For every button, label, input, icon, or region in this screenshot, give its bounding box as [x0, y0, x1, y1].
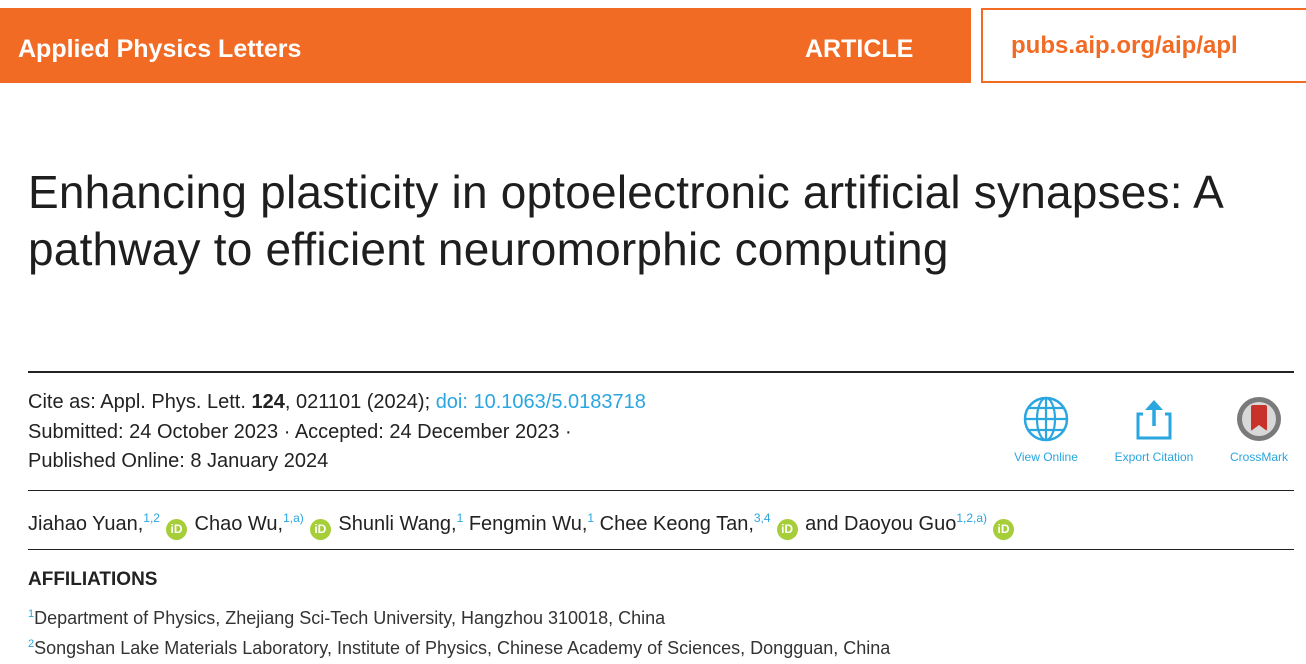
meta-divider	[28, 490, 1294, 491]
citation-block: Cite as: Appl. Phys. Lett. 124, 021101 (…	[28, 388, 646, 477]
article-title: Enhancing plasticity in optoelectronic a…	[28, 166, 1222, 275]
cite-suffix: , 021101 (2024);	[284, 391, 436, 413]
export-icon	[1136, 400, 1172, 440]
affiliation-number: 2	[28, 638, 35, 650]
export-citation-button[interactable]: Export Citation	[1114, 396, 1194, 464]
author-name[interactable]: and Daoyou Guo	[805, 513, 957, 535]
author-affiliation-marker: 3,4	[753, 511, 771, 525]
globe-icon	[1023, 396, 1069, 442]
journal-url-link[interactable]: pubs.aip.org/aip/apl	[1011, 32, 1238, 59]
affiliation-text: Songshan Lake Materials Laboratory, Inst…	[34, 638, 891, 658]
author-affiliation-marker: 1,2,a)	[956, 511, 988, 525]
journal-banner: Applied Physics Letters ARTICLE	[0, 8, 971, 83]
author-list: Jiahao Yuan,1,2 iD Chao Wu,1,a) iD Shunli …	[28, 511, 1016, 540]
author-affiliation-marker: 1	[587, 511, 595, 525]
article-type-label: ARTICLE	[805, 35, 914, 63]
export-citation-label: Export Citation	[1114, 450, 1194, 464]
journal-url-box[interactable]	[981, 8, 1306, 83]
author-affiliation-marker: 1,a)	[283, 511, 304, 525]
cite-line: Cite as: Appl. Phys. Lett. 124, 021101 (…	[28, 388, 646, 418]
affiliation-item: 2Songshan Lake Materials Laboratory, Ins…	[28, 638, 890, 659]
author-name[interactable]: Jiahao Yuan,	[28, 513, 144, 535]
affiliation-item: 1Department of Physics, Zhejiang Sci-Tec…	[28, 608, 665, 629]
authors-divider	[28, 549, 1294, 550]
orcid-icon[interactable]: iD	[309, 519, 331, 540]
author-affiliation-marker: 1	[456, 511, 464, 525]
author-affiliation-marker: 1,2	[143, 511, 160, 525]
author-name[interactable]: Fengmin Wu,	[468, 513, 588, 535]
author-name[interactable]: Chee Keong Tan,	[599, 513, 754, 535]
affiliations-heading: AFFILIATIONS	[28, 569, 158, 590]
cite-volume: 124	[251, 391, 285, 413]
title-divider	[28, 371, 1294, 373]
affiliation-number: 1	[28, 608, 35, 620]
doi-link[interactable]: doi: 10.1063/5.0183718	[435, 391, 646, 413]
journal-name: Applied Physics Letters	[18, 35, 302, 63]
orcid-icon[interactable]: iD	[165, 519, 187, 540]
author-name[interactable]: Chao Wu,	[194, 513, 284, 535]
view-online-button[interactable]: View Online	[1006, 396, 1086, 464]
cite-prefix: Cite as: Appl. Phys. Lett.	[28, 391, 252, 413]
author-name[interactable]: Shunli Wang,	[338, 513, 457, 535]
orcid-icon[interactable]: iD	[776, 519, 798, 540]
published-line: Published Online: 8 January 2024	[28, 450, 329, 472]
crossmark-label: CrossMark	[1229, 450, 1288, 464]
submitted-line: Submitted: 24 October 2023 · Accepted: 2…	[28, 420, 572, 443]
affiliation-text: Department of Physics, Zhejiang Sci-Tech…	[34, 608, 666, 628]
crossmark-button[interactable]: CrossMark	[1219, 396, 1299, 464]
orcid-icon[interactable]: iD	[993, 519, 1015, 540]
crossmark-icon	[1237, 397, 1281, 441]
view-online-label: View Online	[1014, 450, 1078, 464]
